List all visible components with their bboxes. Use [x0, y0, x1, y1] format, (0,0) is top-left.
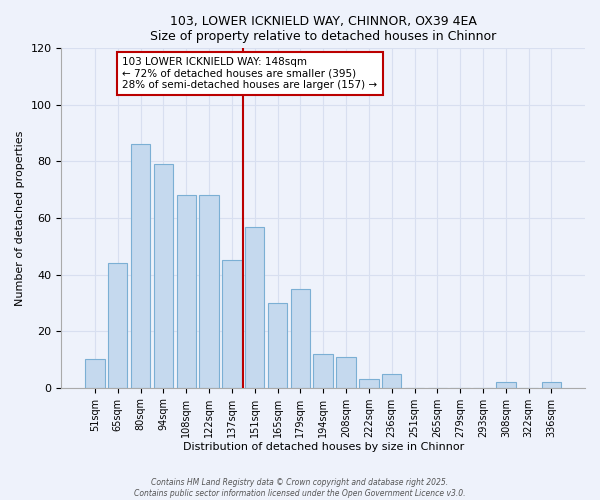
Bar — [542, 382, 561, 388]
Bar — [108, 264, 127, 388]
Bar — [337, 356, 356, 388]
Bar — [222, 260, 242, 388]
Bar — [199, 196, 219, 388]
Bar — [245, 226, 265, 388]
Bar — [496, 382, 515, 388]
Bar — [268, 303, 287, 388]
Bar — [290, 288, 310, 388]
Bar — [382, 374, 401, 388]
Text: Contains HM Land Registry data © Crown copyright and database right 2025.
Contai: Contains HM Land Registry data © Crown c… — [134, 478, 466, 498]
Bar — [85, 360, 104, 388]
Bar — [154, 164, 173, 388]
Title: 103, LOWER ICKNIELD WAY, CHINNOR, OX39 4EA
Size of property relative to detached: 103, LOWER ICKNIELD WAY, CHINNOR, OX39 4… — [150, 15, 496, 43]
Bar — [131, 144, 150, 388]
Text: 103 LOWER ICKNIELD WAY: 148sqm
← 72% of detached houses are smaller (395)
28% of: 103 LOWER ICKNIELD WAY: 148sqm ← 72% of … — [122, 57, 377, 90]
Bar — [176, 196, 196, 388]
X-axis label: Distribution of detached houses by size in Chinnor: Distribution of detached houses by size … — [182, 442, 464, 452]
Bar — [313, 354, 333, 388]
Bar — [359, 379, 379, 388]
Y-axis label: Number of detached properties: Number of detached properties — [15, 130, 25, 306]
